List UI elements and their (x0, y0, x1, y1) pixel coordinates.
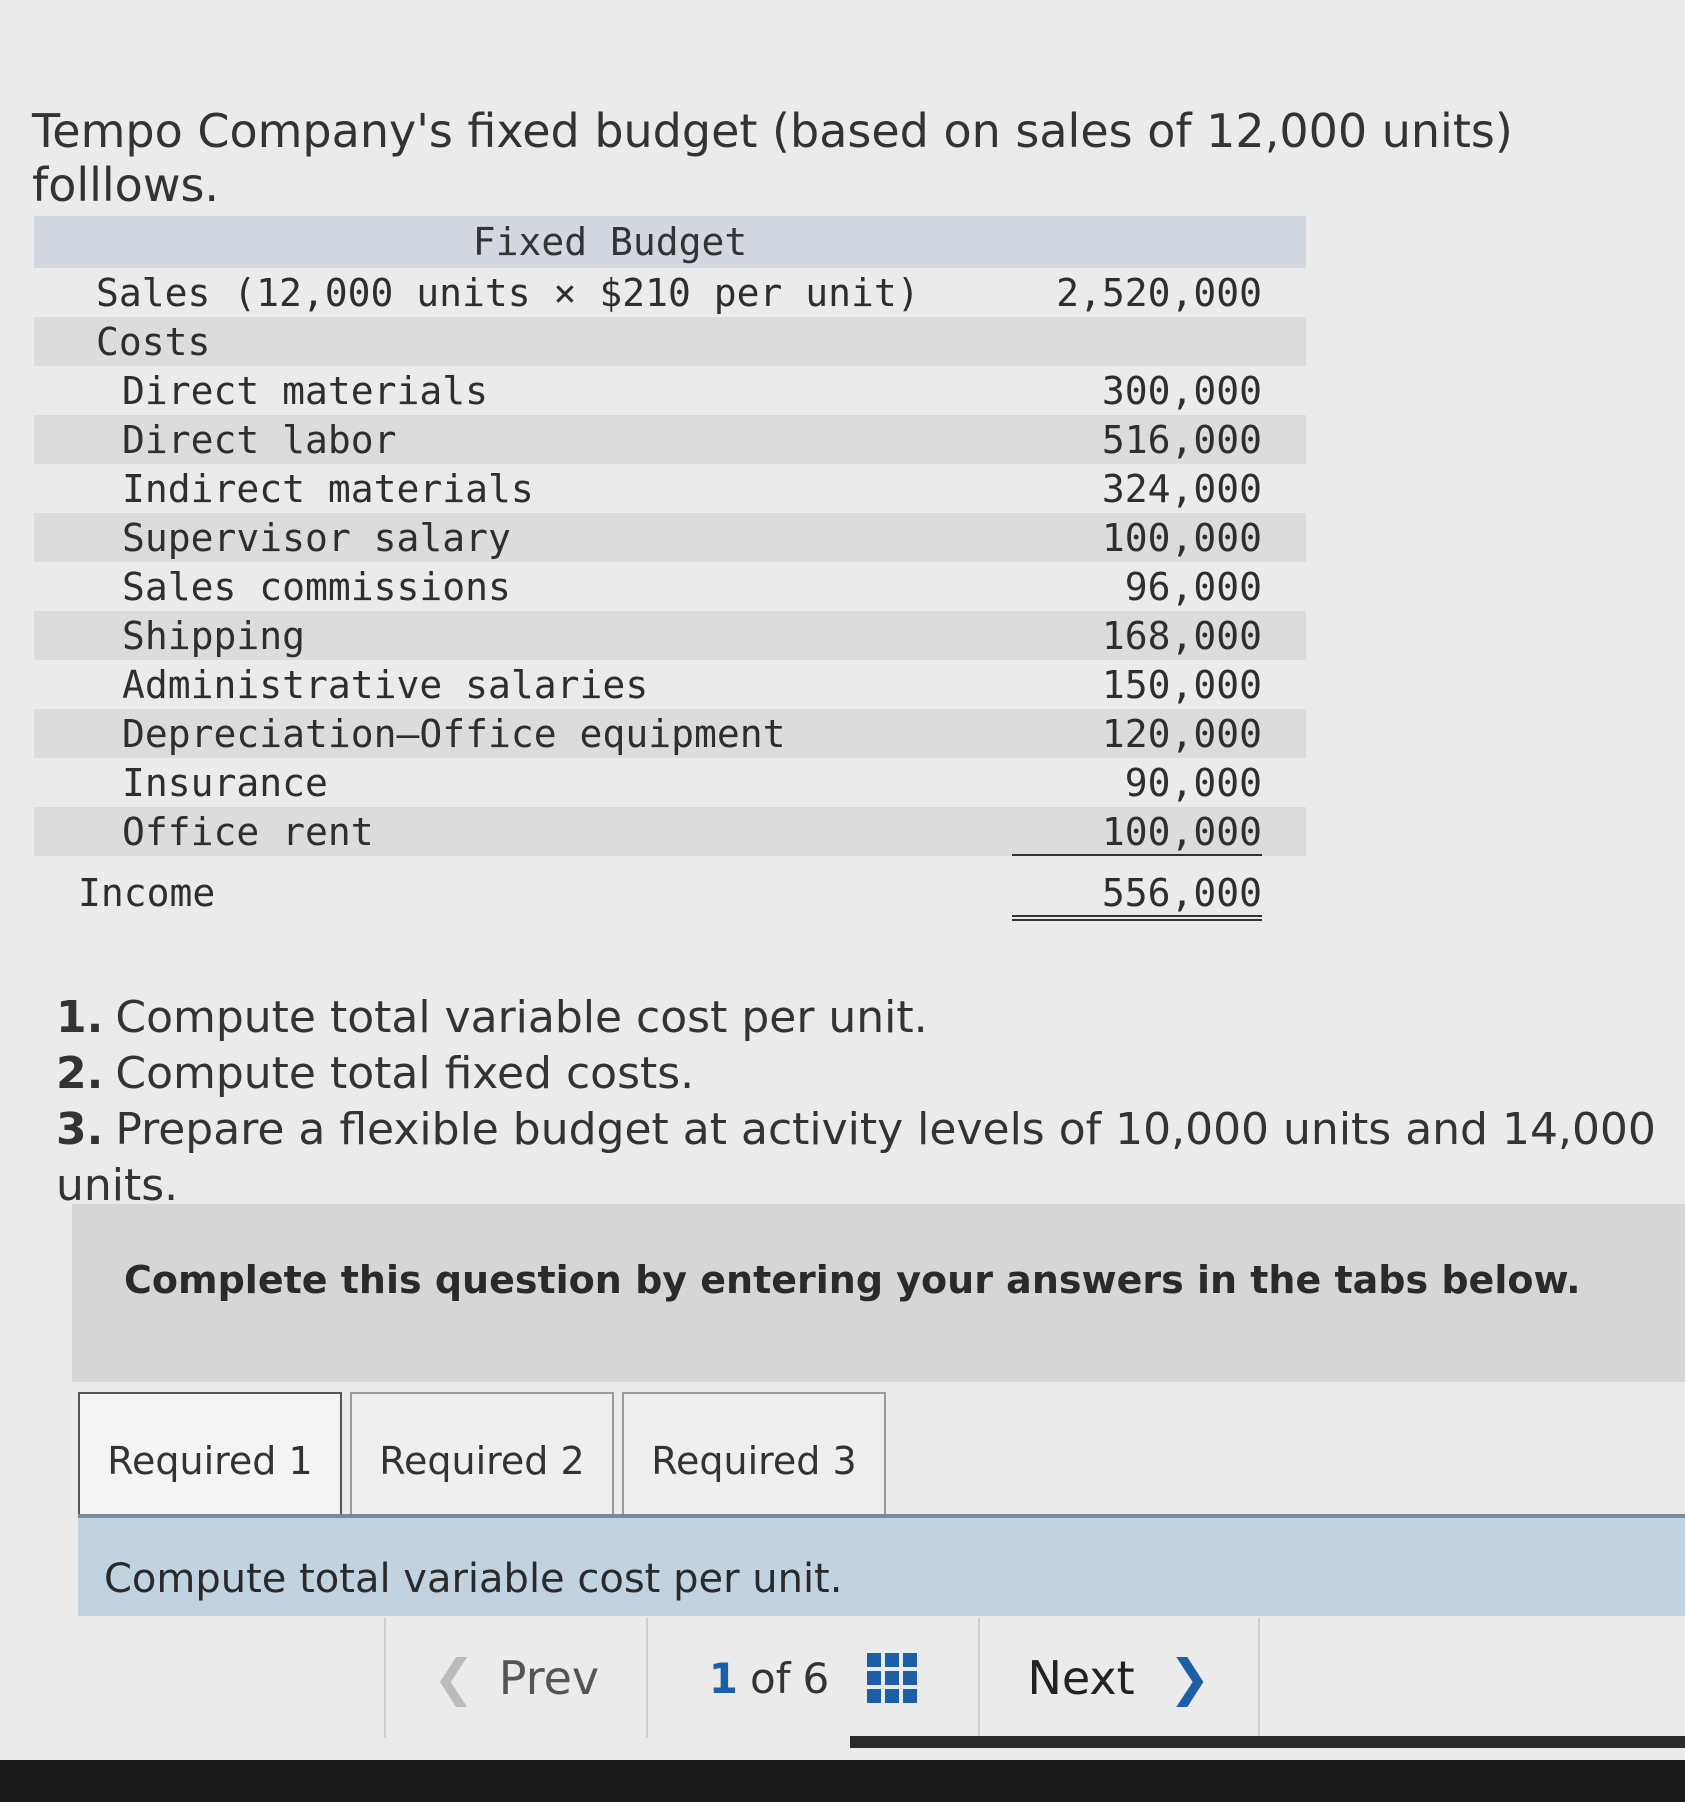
fixed-budget-table: Fixed Budget Sales (12,000 units × $210 … (34, 216, 1306, 930)
cost-row: Sales commissions 96,000 (34, 562, 1306, 611)
pagination-nav: ❮ Prev 1 of 6 Next ❯ (384, 1618, 1260, 1738)
cost-label: Direct materials (122, 368, 489, 413)
cost-row: Office rent 100,000 (34, 807, 1306, 856)
cost-label: Direct labor (122, 417, 397, 462)
tab-bar: Required 1 Required 2 Required 3 (78, 1392, 894, 1528)
cost-value: 100,000 (1011, 809, 1262, 856)
question-item: 1. Compute total variable cost per unit. (56, 992, 928, 1043)
instruction-box: Complete this question by entering your … (72, 1204, 1685, 1382)
cost-label: Sales commissions (122, 564, 511, 609)
next-button[interactable]: Next ❯ (978, 1618, 1260, 1738)
sales-label: Sales (12,000 units × $210 per unit) (96, 270, 920, 315)
cost-value: 324,000 (1101, 466, 1262, 511)
cost-value: 120,000 (1101, 711, 1262, 756)
page-indicator: 1 of 6 (648, 1618, 978, 1738)
cost-value: 100,000 (1101, 515, 1262, 560)
chevron-right-icon: ❯ (1168, 1649, 1211, 1707)
tab-panel-divider (78, 1514, 1685, 1518)
current-page: 1 (708, 1653, 738, 1703)
costs-label: Costs (96, 319, 211, 364)
cost-value: 168,000 (1101, 613, 1262, 658)
grid-icon[interactable] (867, 1653, 918, 1703)
question-item: 2. Compute total fixed costs. (56, 1048, 695, 1099)
cost-label: Insurance (122, 760, 328, 805)
cost-value: 516,000 (1101, 417, 1262, 462)
sales-row: Sales (12,000 units × $210 per unit) 2,5… (34, 268, 1306, 317)
screen-bezel (0, 1760, 1685, 1802)
cost-row: Direct labor 516,000 (34, 415, 1306, 464)
sales-value: 2,520,000 (1056, 270, 1262, 315)
cost-value: 150,000 (1101, 662, 1262, 707)
tab-panel: Compute total variable cost per unit. (78, 1518, 1685, 1616)
income-row: Income 556,000 (34, 856, 1306, 930)
cost-row: Shipping 168,000 (34, 611, 1306, 660)
intro-text: Tempo Company's fixed budget (based on s… (32, 104, 1513, 212)
progress-underline (850, 1736, 1685, 1748)
next-label: Next (1027, 1651, 1135, 1705)
cost-value: 90,000 (1124, 760, 1262, 805)
panel-instruction: Compute total variable cost per unit. (104, 1556, 843, 1602)
cost-label: Shipping (122, 613, 306, 658)
income-value: 556,000 (1011, 871, 1262, 921)
cost-row: Direct materials 300,000 (34, 366, 1306, 415)
costs-heading-row: Costs (34, 317, 1306, 366)
tab-required-1[interactable]: Required 1 (78, 1392, 342, 1528)
question-item: 3. Prepare a flexible budget at activity … (56, 1104, 1656, 1211)
cost-label: Indirect materials (122, 466, 534, 511)
tab-required-3[interactable]: Required 3 (622, 1392, 886, 1528)
cost-row: Administrative salaries 150,000 (34, 660, 1306, 709)
cost-row: Depreciation—Office equipment 120,000 (34, 709, 1306, 758)
tab-required-2[interactable]: Required 2 (350, 1392, 614, 1528)
cost-label: Supervisor salary (122, 515, 511, 560)
cost-row: Supervisor salary 100,000 (34, 513, 1306, 562)
cost-label: Office rent (122, 809, 374, 854)
income-label: Income (78, 871, 216, 915)
chevron-left-icon: ❮ (432, 1649, 475, 1707)
total-pages: 6 (802, 1653, 830, 1703)
cost-value: 96,000 (1124, 564, 1262, 609)
cost-label: Depreciation—Office equipment (122, 711, 786, 756)
budget-header: Fixed Budget (34, 216, 1306, 268)
cost-value: 300,000 (1101, 368, 1262, 413)
cost-label: Administrative salaries (122, 662, 649, 707)
prev-button[interactable]: ❮ Prev (384, 1618, 648, 1738)
cost-row: Indirect materials 324,000 (34, 464, 1306, 513)
prev-label: Prev (498, 1651, 600, 1705)
cost-row: Insurance 90,000 (34, 758, 1306, 807)
page-of: of (750, 1653, 791, 1703)
question-list: 1. Compute total variable cost per unit. … (56, 990, 1685, 1214)
instruction-text: Complete this question by entering your … (124, 1258, 1581, 1302)
